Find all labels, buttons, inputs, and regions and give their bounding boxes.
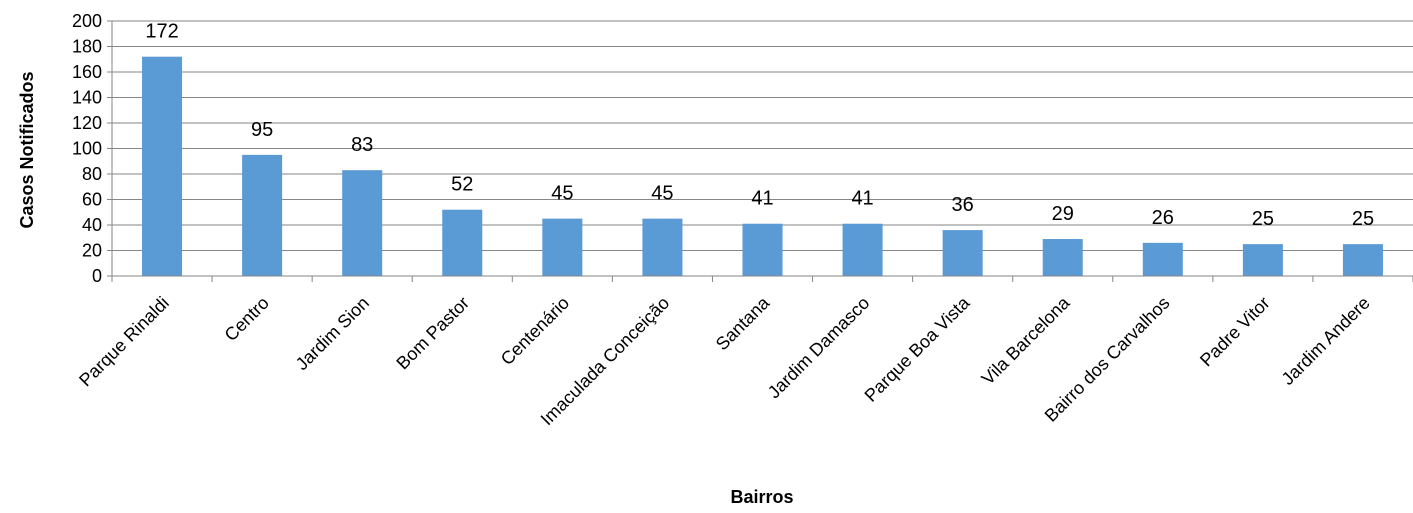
x-tick-label: Centenário xyxy=(497,293,573,369)
y-tick-labels: 0 20 40 60 80 100 120 140 160 180 200 xyxy=(72,11,102,286)
y-tick-label: 160 xyxy=(72,62,102,82)
axes xyxy=(107,20,1413,282)
x-tick-labels: Parque Rinaldi Centro Jardim Sion Bom Pasto… xyxy=(75,292,1374,429)
data-labels: 172 95 83 52 45 45 41 41 36 29 26 25 25 xyxy=(145,21,1374,230)
data-label: 26 xyxy=(1152,207,1174,229)
data-label: 95 xyxy=(251,119,273,141)
x-tick-label: Padre Vitor xyxy=(1196,293,1274,371)
bar xyxy=(542,218,583,276)
x-tick-label: Bom Pastor xyxy=(392,293,473,374)
data-label: 36 xyxy=(952,194,974,216)
x-tick-label: Centro xyxy=(221,293,273,345)
y-tick-label: 180 xyxy=(72,37,102,57)
bar xyxy=(442,209,483,276)
data-label: 45 xyxy=(651,183,673,205)
y-tick-label: 40 xyxy=(82,215,102,235)
data-label: 41 xyxy=(751,188,773,210)
gridlines xyxy=(112,20,1413,251)
x-tick-label: Parque Rinaldi xyxy=(75,293,173,391)
bar xyxy=(842,223,883,276)
y-tick-label: 120 xyxy=(72,113,102,133)
bar xyxy=(942,230,983,276)
data-label: 83 xyxy=(351,134,373,156)
data-label: 52 xyxy=(451,174,473,196)
x-axis-title: Bairros xyxy=(730,487,793,507)
x-tick-label: Jardim Sion xyxy=(292,293,373,374)
bar xyxy=(1142,242,1183,276)
data-label: 25 xyxy=(1252,208,1274,230)
y-tick-label: 200 xyxy=(72,11,102,31)
x-tick-label: Vila Barcelona xyxy=(978,292,1075,389)
bar xyxy=(242,154,283,276)
y-tick-label: 20 xyxy=(82,241,102,261)
bar xyxy=(142,56,183,277)
x-tick-label: Parque Boa Vista xyxy=(861,292,975,406)
y-axis-title: Casos Notificados xyxy=(17,71,37,228)
data-label: 172 xyxy=(145,21,178,43)
bar xyxy=(1342,244,1383,276)
y-tick-label: 60 xyxy=(82,190,102,210)
data-label: 45 xyxy=(551,183,573,205)
y-tick-label: 140 xyxy=(72,88,102,108)
x-tick-label: Santana xyxy=(712,292,774,354)
bar xyxy=(642,218,683,276)
data-label: 41 xyxy=(851,188,873,210)
bar xyxy=(1042,239,1083,276)
bars xyxy=(142,56,1383,277)
y-tick-label: 100 xyxy=(72,139,102,159)
y-tick-label: 80 xyxy=(82,164,102,184)
bar xyxy=(742,223,783,276)
bar xyxy=(1242,244,1283,276)
y-tick-label: 0 xyxy=(92,266,102,286)
bar xyxy=(342,170,383,276)
data-label: 29 xyxy=(1052,203,1074,225)
x-tick-label: Jardim Andere xyxy=(1278,293,1374,389)
data-label: 25 xyxy=(1352,208,1374,230)
x-tick-label: Jardim Damasco xyxy=(764,293,874,403)
